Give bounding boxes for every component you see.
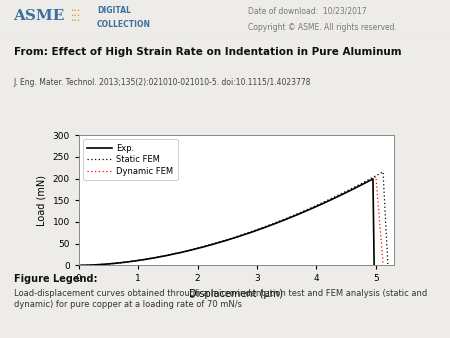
Dynamic FEM: [93, 263, 99, 267]
Exp.: [197, 246, 202, 250]
Text: J. Eng. Mater. Technol. 2013;135(2):021010-021010-5. doi:10.1115/1.4023778: J. Eng. Mater. Technol. 2013;135(2):0210…: [14, 78, 311, 87]
Dynamic FEM: [208, 243, 214, 247]
Text: ASME: ASME: [14, 8, 65, 23]
Dynamic FEM: [176, 251, 181, 255]
Text: Date of download:  10/23/2017: Date of download: 10/23/2017: [248, 6, 366, 16]
X-axis label: Displacement (μm): Displacement (μm): [189, 289, 283, 299]
Static FEM: [125, 260, 130, 264]
Dynamic FEM: [364, 179, 370, 184]
Exp.: [207, 243, 212, 247]
Line: Static FEM: Static FEM: [79, 172, 388, 265]
Dynamic FEM: [380, 263, 386, 267]
Text: COLLECTION: COLLECTION: [97, 20, 151, 29]
Dynamic FEM: [124, 260, 129, 264]
Text: Copyright © ASME. All rights reserved.: Copyright © ASME. All rights reserved.: [248, 23, 396, 32]
Exp.: [93, 263, 98, 267]
Exp.: [361, 182, 367, 186]
Exp.: [370, 177, 376, 181]
Static FEM: [201, 244, 207, 248]
Line: Dynamic FEM: Dynamic FEM: [79, 177, 383, 265]
Dynamic FEM: [198, 245, 204, 249]
Static FEM: [94, 263, 99, 267]
Text: DIGITAL: DIGITAL: [97, 6, 130, 16]
Exp.: [175, 251, 180, 255]
Y-axis label: Load (mN): Load (mN): [37, 175, 47, 226]
Exp.: [76, 263, 81, 267]
Text: •••
•••
•••: ••• ••• •••: [70, 8, 80, 23]
Dynamic FEM: [373, 175, 378, 179]
Text: Figure Legend:: Figure Legend:: [14, 274, 97, 284]
Line: Exp.: Exp.: [79, 179, 374, 265]
Static FEM: [178, 250, 183, 254]
Text: Load-displacement curves obtained through a micro-indentation test and FEM analy: Load-displacement curves obtained throug…: [14, 289, 427, 309]
Exp.: [371, 263, 377, 267]
Static FEM: [385, 263, 391, 267]
Exp.: [123, 260, 129, 264]
Static FEM: [371, 175, 377, 179]
Static FEM: [380, 170, 386, 174]
Legend: Exp., Static FEM, Dynamic FEM: Exp., Static FEM, Dynamic FEM: [83, 139, 178, 180]
Static FEM: [76, 263, 81, 267]
Text: From: Effect of High Strain Rate on Indentation in Pure Aluminum: From: Effect of High Strain Rate on Inde…: [14, 47, 401, 57]
Dynamic FEM: [76, 263, 81, 267]
Static FEM: [212, 242, 217, 246]
